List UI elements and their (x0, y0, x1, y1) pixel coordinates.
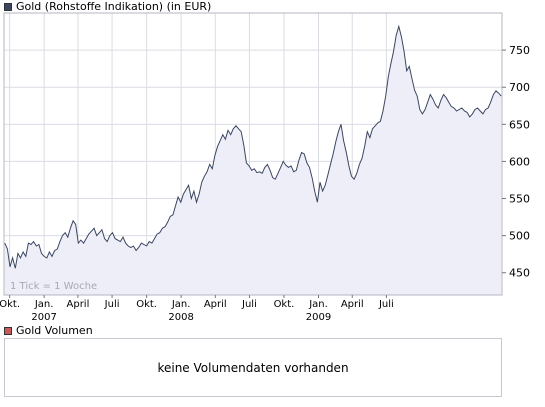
x-tick-label: Juli (378, 299, 394, 310)
y-tick-label: 600 (509, 155, 530, 168)
price-legend: Gold (Rohstoffe Indikation) (in EUR) (4, 1, 211, 13)
y-axis: 450 500 550 600 650 700 750 (502, 44, 530, 280)
y-tick-label: 450 (509, 267, 530, 280)
x-tick-label: Jan. (308, 299, 328, 310)
y-tick-label: 650 (509, 118, 530, 131)
x-tick-label: April (67, 299, 90, 310)
x-tick-label: April (341, 299, 364, 310)
volume-legend-swatch (4, 327, 12, 335)
x-axis: Okt. Jan. 2007 April Juli Okt. Jan. 2008 April Ju… (0, 295, 394, 323)
x-tick-label: Jan. (171, 299, 191, 310)
y-tick-label: 750 (509, 44, 530, 57)
price-legend-label: Gold (Rohstoffe Indikation) (in EUR) (16, 0, 212, 13)
tick-note: 1 Tick = 1 Woche (10, 281, 97, 292)
y-tick-label: 550 (509, 193, 530, 206)
price-legend-swatch (4, 3, 12, 11)
y-tick-label: 700 (509, 81, 530, 94)
price-area-fill (4, 26, 502, 296)
x-tick-year-label: 2009 (306, 312, 331, 323)
x-tick-label: Jan. (34, 299, 54, 310)
volume-empty-message: keine Volumendaten vorhanden (157, 360, 349, 375)
x-tick-label: Okt. (0, 299, 20, 310)
x-tick-label: Okt. (136, 299, 157, 310)
price-chart: 450 500 550 600 650 700 750 Okt. Jan. 2007 April J… (0, 12, 530, 323)
price-line (4, 24, 502, 269)
y-tick-label: 500 (509, 230, 530, 243)
plot-frame (3, 12, 503, 296)
x-tick-label: Okt. (274, 299, 295, 310)
volume-legend: Gold Volumen (4, 325, 93, 337)
volume-panel: keine Volumendaten vorhanden (4, 338, 502, 397)
x-tick-label: Juli (104, 299, 120, 310)
x-tick-label: Juli (241, 299, 257, 310)
x-tick-year-label: 2007 (31, 312, 56, 323)
volume-legend-label: Gold Volumen (16, 324, 93, 337)
x-tick-label: April (204, 299, 227, 310)
x-tick-year-label: 2008 (168, 312, 193, 323)
